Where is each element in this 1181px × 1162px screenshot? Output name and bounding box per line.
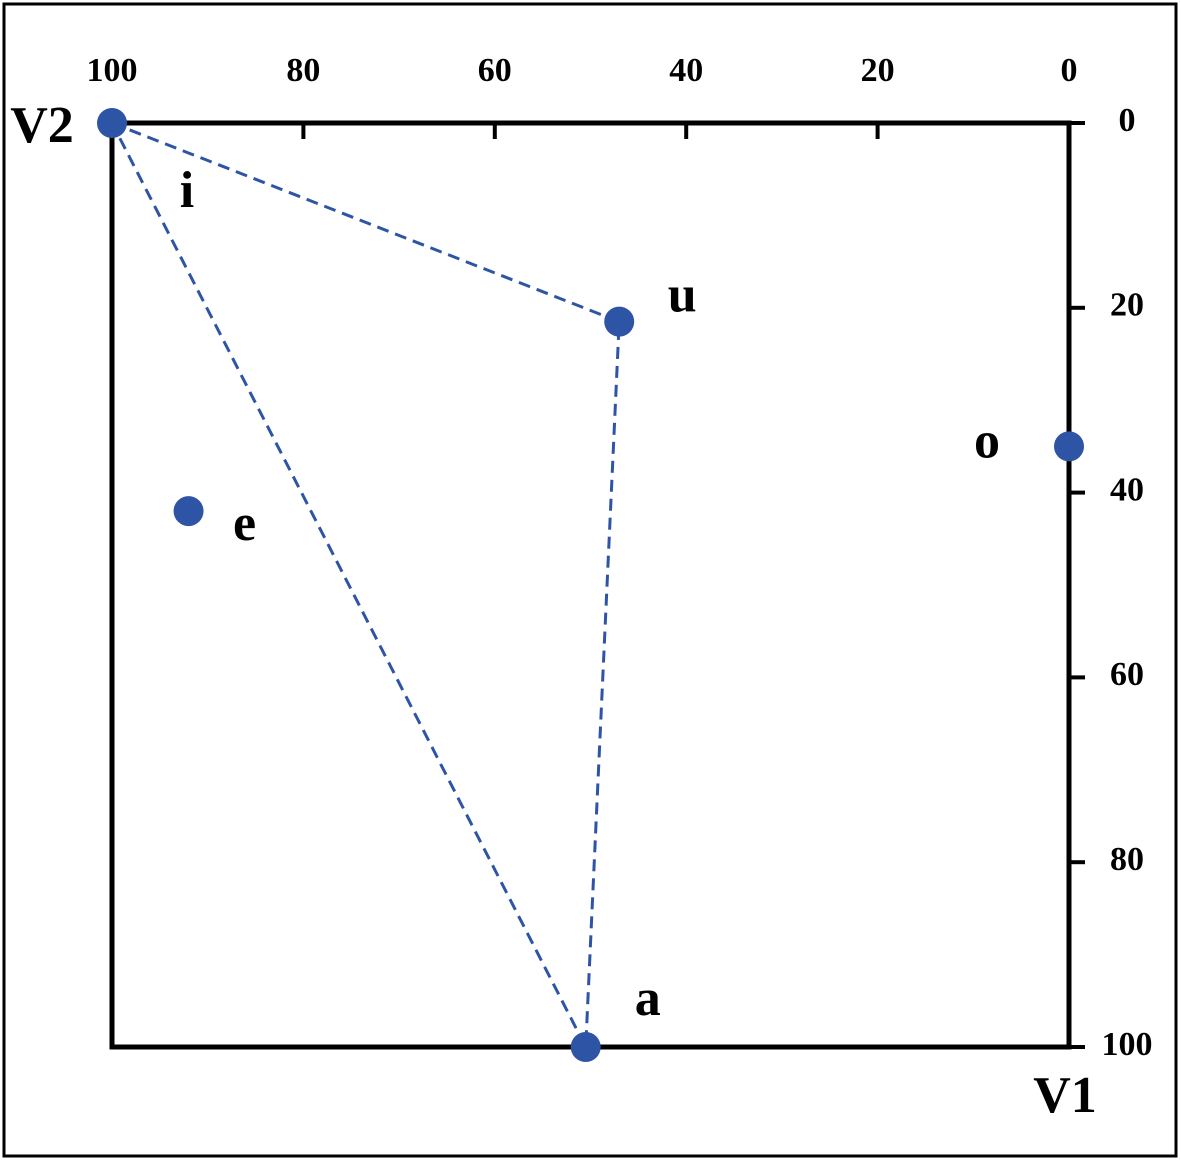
y-axis-label: V1 — [1033, 1067, 1097, 1124]
point-label: i — [180, 162, 194, 219]
x-tick-label: 40 — [669, 52, 703, 89]
y-tick-label: 60 — [1110, 656, 1144, 693]
point-label: o — [974, 412, 1000, 469]
dashed-outline — [110, 121, 621, 1053]
point-label: u — [668, 267, 697, 324]
y-tick-label: 0 — [1119, 102, 1136, 139]
x-tick-label: 0 — [1061, 52, 1078, 89]
x-tick-label: 80 — [286, 52, 320, 89]
x-axis-label: V2 — [10, 97, 74, 154]
point-label: e — [233, 495, 256, 552]
y-tick-label: 80 — [1110, 841, 1144, 878]
point — [604, 306, 635, 337]
y-tick-label: 40 — [1110, 471, 1144, 508]
x-tick-label: 60 — [478, 52, 512, 89]
y-tick-label: 100 — [1102, 1026, 1153, 1063]
point — [1054, 431, 1084, 462]
x-tick-label: 100 — [87, 52, 138, 89]
y-tick-label: 20 — [1110, 287, 1144, 324]
x-tick-label: 20 — [861, 52, 895, 89]
point — [570, 1032, 601, 1062]
point — [97, 108, 127, 138]
point-label: a — [635, 970, 661, 1027]
plot-frame — [109, 120, 1072, 1050]
point — [173, 496, 204, 527]
